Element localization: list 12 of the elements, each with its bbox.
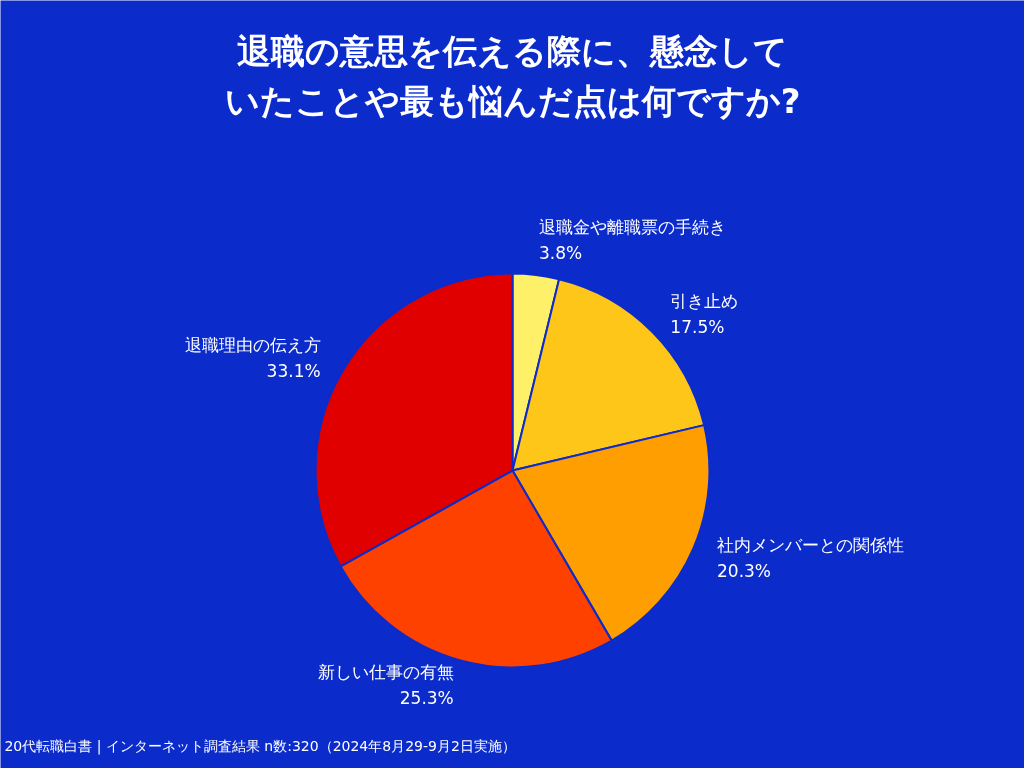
data-label: 33.1%	[266, 360, 321, 381]
data-label: 3.8%	[539, 242, 583, 263]
chart-title: 退職の意思を伝える際に、懸念していたことや最も悩んだ点は何ですか?	[224, 30, 801, 121]
data-label: 25.3%	[399, 688, 454, 709]
text: 20代転職白書 | インターネット調査結果 n数:320（2024年8月29-9月2日実施）	[4, 737, 516, 755]
slice-label: 新しい仕事の有無	[317, 662, 454, 683]
slice-label: 退職金や離職票の手続き	[539, 216, 726, 237]
slice-label: 社内メンバーとの関係性	[717, 535, 904, 556]
slice-label: 引き止め	[670, 290, 739, 311]
data-label: 17.5%	[670, 316, 725, 337]
slice-label: 退職理由の伝え方	[184, 334, 321, 355]
data-label: 20.3%	[717, 561, 772, 582]
